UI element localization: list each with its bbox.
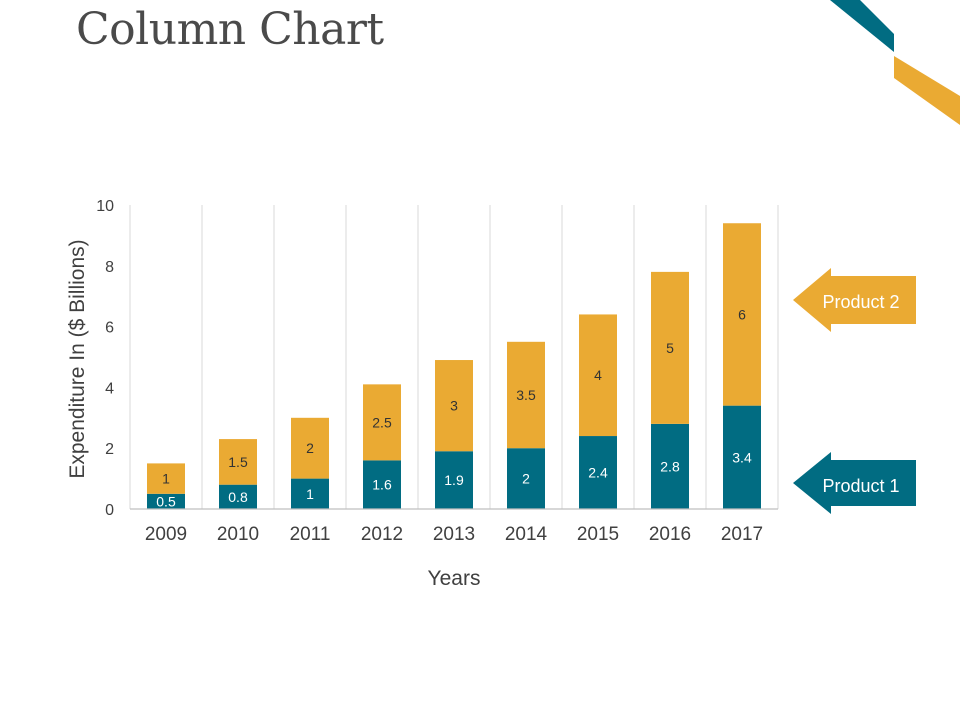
x-tick-label: 2013: [433, 524, 475, 545]
bars: [147, 223, 761, 509]
axes: 0 2 4 6 8 10 2009 2010 2011 2012 2013 2014 2015 2016 2…: [96, 198, 778, 545]
bar-product-2: [291, 417, 329, 479]
legend-label-product-2: Product 2: [822, 292, 899, 312]
bar-product-1: [723, 405, 761, 509]
data-label-product-2: 3.5: [516, 387, 536, 403]
bar-product-1: [291, 478, 329, 509]
bar-product-2: [651, 271, 689, 424]
y-axis-title: Expenditure In ($ Billions): [66, 239, 89, 478]
x-tick-label: 2011: [290, 524, 331, 545]
bar-product-1: [147, 493, 185, 509]
bar-product-2: [219, 439, 257, 485]
x-tick-label: 2016: [649, 524, 691, 545]
bar-product-1: [651, 423, 689, 509]
bar-product-1: [507, 448, 545, 509]
bar-product-1: [579, 436, 617, 509]
gridlines: [201, 205, 779, 509]
data-label-product-2: 3: [450, 398, 458, 414]
bar-product-1: [363, 460, 401, 509]
bar-product-2: [579, 314, 617, 437]
data-label-product-1: 2.8: [660, 458, 680, 474]
legend-label-product-1: Product 1: [822, 476, 899, 496]
bar-product-2: [507, 341, 545, 449]
y-tick-label: 0: [105, 502, 114, 519]
x-tick-label: 2015: [577, 524, 619, 545]
data-label-product-1: 2: [522, 471, 530, 487]
x-axis-title: Years: [428, 567, 481, 590]
x-tick-label: 2010: [217, 524, 259, 545]
bar-product-2: [363, 384, 401, 461]
bar-product-1: [219, 484, 257, 509]
x-tick-label: 2017: [721, 524, 763, 545]
y-tick-label: 8: [105, 259, 114, 276]
corner-ribbon-teal: [830, 0, 894, 52]
legend-arrow-product-1: [793, 452, 916, 514]
data-label-product-1: 0.8: [228, 489, 248, 505]
data-label-product-1: 1.6: [372, 477, 392, 493]
data-label-product-1: 1.9: [444, 472, 464, 488]
y-tick-label: 6: [105, 320, 114, 337]
bar-product-2: [147, 463, 185, 494]
slide-title: Column Chart: [76, 4, 384, 55]
x-tick-label: 2012: [361, 524, 403, 545]
data-label-product-2: 2: [306, 440, 314, 456]
data-label-product-2: 4: [594, 367, 602, 383]
corner-ribbon-gold: [894, 56, 960, 125]
x-tick-label: 2014: [505, 524, 548, 545]
data-label-product-2: 1: [162, 471, 170, 487]
data-label-product-1: 2.4: [588, 465, 608, 481]
data-label-product-2: 6: [738, 306, 746, 322]
x-tick-label: 2009: [145, 524, 187, 545]
bar-product-2: [435, 360, 473, 452]
y-tick-label: 2: [105, 441, 114, 458]
y-tick-label: 10: [96, 198, 114, 215]
data-label-product-2: 5: [666, 340, 674, 356]
data-label-product-2: 1.5: [228, 454, 248, 470]
legend-arrow-product-2: [793, 268, 916, 332]
data-label-product-1: 1: [306, 486, 314, 502]
data-labels: 0.5 1 0.8 1.5 1 2 1.6 2.5 1.9 3 2 3.5 2.4 4 2.8 5 3.4 6: [156, 306, 752, 509]
bar-product-2: [723, 223, 761, 406]
data-label-product-2: 2.5: [372, 414, 392, 430]
y-tick-label: 4: [105, 380, 114, 397]
legend: Product 2 Product 1: [793, 268, 916, 514]
data-label-product-1: 3.4: [732, 449, 752, 465]
bar-product-1: [435, 451, 473, 509]
data-label-product-1: 0.5: [156, 493, 176, 509]
